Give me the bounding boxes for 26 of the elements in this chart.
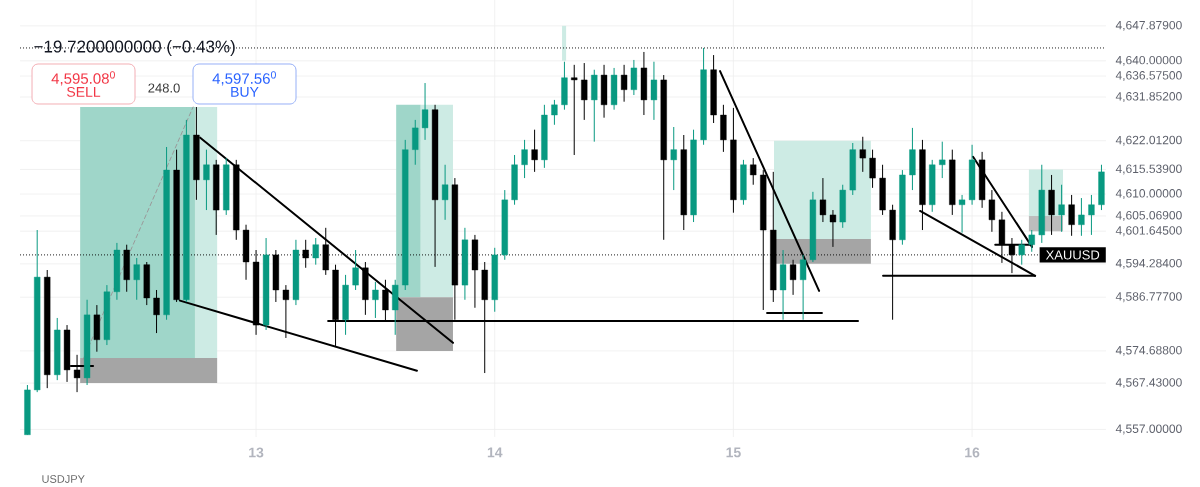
- y-tick-label: 4,586.77700: [1115, 292, 1182, 303]
- y-tick-label: 4,615.53900: [1115, 164, 1182, 175]
- annotation: −19.7200000000 (−0.43%): [34, 40, 235, 56]
- y-tick-label: 4,574.68800: [1115, 345, 1182, 356]
- y-tick-label: 4,605.06900: [1115, 211, 1182, 221]
- y-tick-label: 4,631.85200: [1115, 92, 1182, 102]
- annotation: SELL: [67, 86, 101, 97]
- y-tick-label: 4,567.43000: [1115, 378, 1182, 389]
- annotation: 4,597.56$^{0}$: [212, 71, 276, 86]
- y-tick-label: 4,610.00000: [1115, 189, 1182, 200]
- y-tick-label: 4,640.00000: [1115, 55, 1182, 66]
- y-tick-label: 4,594.28400: [1115, 258, 1182, 269]
- y-tick-label: 4,647.87900: [1115, 20, 1182, 31]
- y-tick-label: 4,622.01200: [1115, 135, 1182, 146]
- text: USDJPY: [42, 475, 85, 483]
- annotation: 248.0: [148, 83, 180, 93]
- x-tick-label: 14: [487, 447, 503, 458]
- y-tick-label: 4,636.57500: [1115, 71, 1182, 82]
- ref-line-label: XAUUSD: [1045, 250, 1100, 260]
- x-tick-label: 16: [965, 447, 980, 458]
- x-tick-label: 15: [726, 447, 741, 458]
- annotation: 4,595.08$^{0}$: [51, 71, 115, 86]
- y-tick-label: 4,557.00000: [1115, 424, 1182, 435]
- x-tick-label: 13: [249, 447, 264, 458]
- y-tick-label: 4,601.64500: [1115, 226, 1182, 237]
- annotation: BUY: [231, 87, 259, 97]
